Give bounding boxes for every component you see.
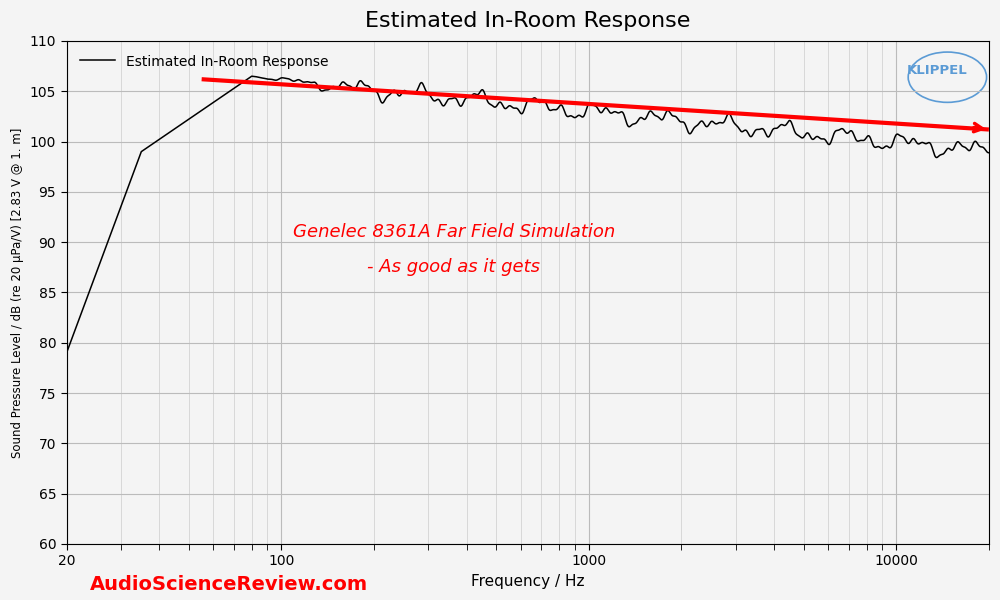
Estimated In-Room Response <box>221 90 233 97</box>
Estimated In-Room Response <box>61 349 73 356</box>
Line: Estimated In-Room Response: Estimated In-Room Response <box>67 76 989 353</box>
Text: KLIPPEL: KLIPPEL <box>907 64 968 77</box>
Legend: Estimated In-Room Response: Estimated In-Room Response <box>74 48 336 76</box>
Estimated In-Room Response <box>166 127 178 134</box>
Estimated In-Room Response <box>866 138 878 145</box>
Title: Estimated In-Room Response: Estimated In-Room Response <box>365 11 690 31</box>
Text: Genelec 8361A Far Field Simulation: Genelec 8361A Far Field Simulation <box>293 223 615 241</box>
Text: AudioScienceReview.com: AudioScienceReview.com <box>90 575 368 594</box>
Estimated In-Room Response <box>455 103 467 110</box>
Y-axis label: Sound Pressure Level / dB (re 20 μPa/V) [2.83 V @ 1. m]: Sound Pressure Level / dB (re 20 μPa/V) … <box>11 127 24 458</box>
Estimated In-Room Response <box>983 149 995 157</box>
Estimated In-Room Response <box>415 80 427 87</box>
X-axis label: Frequency / Hz: Frequency / Hz <box>471 574 584 589</box>
Estimated In-Room Response <box>246 73 258 80</box>
Text: - As good as it gets: - As good as it gets <box>367 259 540 277</box>
Estimated In-Room Response <box>965 145 977 152</box>
